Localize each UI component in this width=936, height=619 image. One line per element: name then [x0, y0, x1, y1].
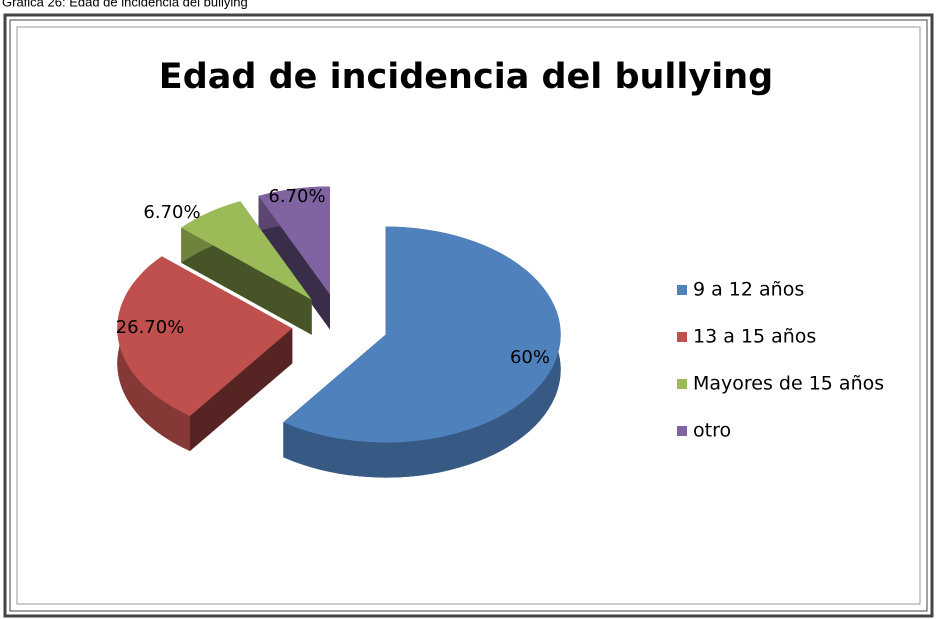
legend-label: otro: [693, 420, 731, 442]
plot-frame: [16, 26, 921, 605]
slice-edge: [181, 227, 312, 335]
slice: [258, 186, 330, 295]
data-label: 26.70%: [116, 317, 185, 338]
legend-label: 13 a 15 años: [693, 326, 816, 348]
slice: [258, 186, 330, 330]
data-label: 6.70%: [268, 186, 325, 207]
slice-edge: [189, 328, 293, 451]
slice-wall: [283, 226, 561, 478]
legend-swatch: [677, 332, 687, 342]
slice: [283, 226, 561, 478]
data-label: 6.70%: [143, 202, 200, 223]
legend-label: 9 a 12 años: [693, 279, 804, 301]
chart-title: Edad de incidencia del bullying: [159, 57, 773, 97]
legend-label: Mayores de 15 años: [693, 373, 884, 395]
data-label: 60%: [510, 347, 550, 368]
slice-edge: [258, 195, 330, 330]
slice: [181, 201, 312, 335]
frame-inner: [9, 19, 928, 612]
caption: Gráfica 26: Edad de incidencia del bully…: [2, 0, 248, 9]
slice: [117, 256, 293, 416]
slice: [283, 226, 561, 443]
legend-swatch: [677, 285, 687, 295]
slice: [181, 201, 312, 300]
slice: [117, 256, 293, 451]
legend-swatch: [677, 379, 687, 389]
legend-swatch: [677, 426, 687, 436]
